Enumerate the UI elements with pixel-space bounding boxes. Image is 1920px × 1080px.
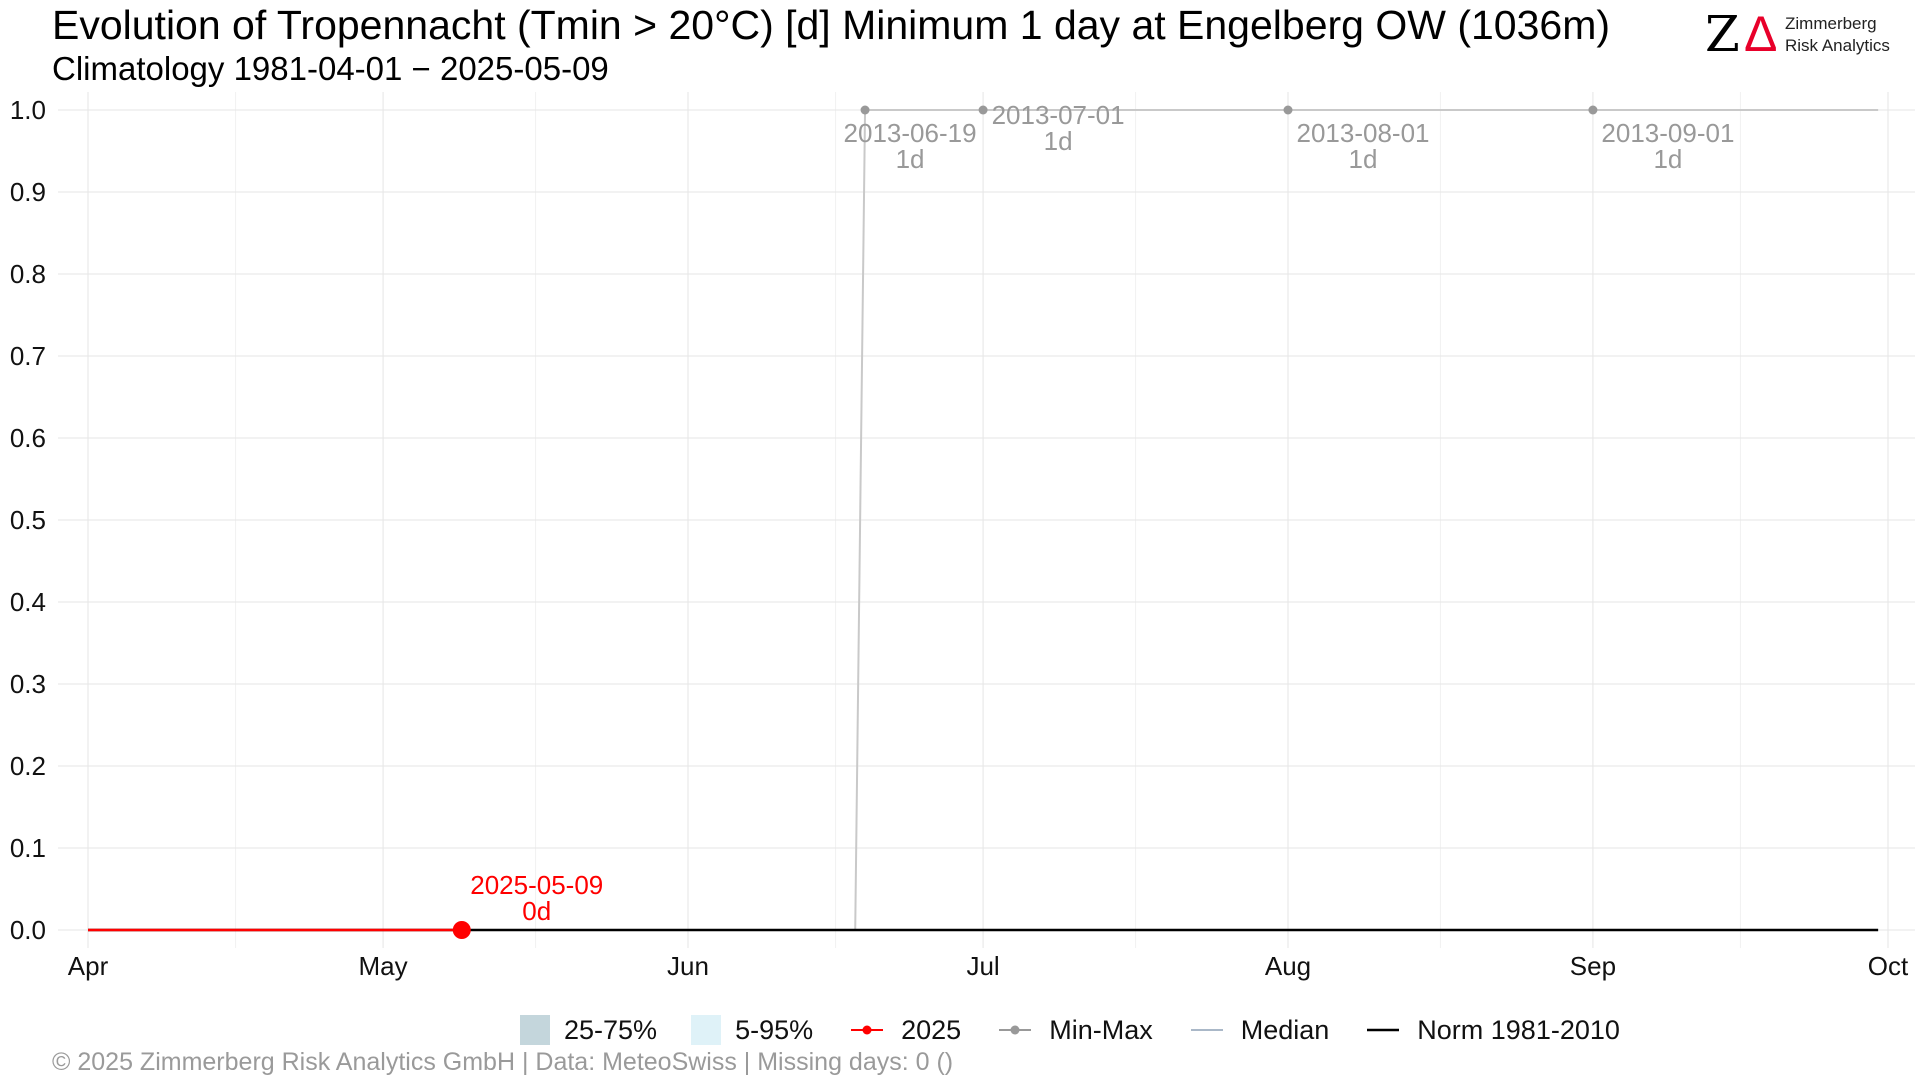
- x-tick-label: Jun: [667, 951, 709, 981]
- minmax-value-label: 1d: [1653, 144, 1682, 174]
- legend-item-median: Median: [1187, 1014, 1330, 1046]
- x-tick-label: Apr: [68, 951, 109, 981]
- y-tick-label: 0.2: [10, 751, 46, 781]
- legend-label-minmax: Min-Max: [1049, 1014, 1153, 1045]
- minmax-date-label: 2013-09-01: [1601, 118, 1734, 148]
- logo-z-mark: Z: [1705, 5, 1740, 63]
- y-tick-label: 0.1: [10, 833, 46, 863]
- legend-key-norm: [1367, 1028, 1400, 1032]
- y-tick-label: 0.7: [10, 341, 46, 371]
- grid-layer: [58, 92, 1915, 948]
- legend-item-iqr: 25-75%: [520, 1015, 657, 1046]
- legend-label-p5-95: 5-95%: [735, 1014, 814, 1045]
- y-tick-label: 0.3: [10, 669, 46, 699]
- y-tick-label: 1.0: [10, 95, 46, 125]
- current-value-label: 0d: [522, 896, 551, 926]
- y-tick-label: 0.9: [10, 177, 46, 207]
- minmax-point: [1588, 105, 1598, 115]
- legend-item-p5-95: 5-95%: [691, 1015, 813, 1046]
- legend-label-current: 2025: [901, 1014, 962, 1045]
- logo-name-line2: Risk Analytics: [1785, 36, 1890, 55]
- x-tick-label: Oct: [1868, 951, 1909, 981]
- current-point: [452, 921, 471, 939]
- footer-credits: © 2025 Zimmerberg Risk Analytics GmbH | …: [52, 1048, 954, 1076]
- minmax-date-label: 2013-06-19: [844, 118, 977, 148]
- minmax-date-label: 2013-08-01: [1297, 118, 1430, 148]
- legend-item-current: 2025: [847, 1015, 961, 1046]
- minmax-value-label: 1d: [896, 144, 925, 174]
- logo-name-line1: Zimmerberg: [1785, 14, 1877, 33]
- minmax-point: [978, 105, 988, 115]
- current-date-label: 2025-05-09: [470, 870, 603, 900]
- legend-key-current: [851, 1025, 884, 1035]
- legend-key-median: [1190, 1029, 1223, 1031]
- legend-key-minmax: [999, 1025, 1032, 1035]
- series-layer: [88, 109, 1879, 932]
- minmax-point: [860, 105, 870, 115]
- chart-title: Evolution of Tropennacht (Tmin > 20°C) […: [52, 2, 1610, 48]
- legend-item-minmax: Min-Max: [995, 1015, 1153, 1046]
- x-axis-ticks: Apr May Jun Jul Aug Sep Oct: [68, 951, 1909, 981]
- y-axis-ticks: 0.0 0.1 0.2 0.3 0.4 0.5 0.6 0.7 0.8 0.9 1.0: [10, 95, 46, 945]
- minmax-point: [1283, 105, 1293, 115]
- y-tick-label: 0.5: [10, 505, 46, 535]
- legend-swatch-p5-95: [691, 1015, 722, 1045]
- legend-label-median: Median: [1240, 1014, 1330, 1045]
- marker-layer: [452, 105, 1598, 939]
- chart-legend: 25-75% 5-95% 2025 Min-Max Median Norm 19…: [520, 1010, 1654, 1050]
- legend-item-norm: Norm 1981-2010: [1363, 1015, 1620, 1046]
- y-tick-label: 0.4: [10, 587, 46, 617]
- company-logo: Z Δ Zimmerberg Risk Analytics: [1705, 8, 1905, 60]
- y-tick-label: 0.0: [10, 915, 46, 945]
- legend-label-iqr: 25-75%: [564, 1014, 658, 1045]
- chart-subtitle: Climatology 1981-04-01 − 2025-05-09: [52, 50, 609, 87]
- y-tick-label: 0.6: [10, 423, 46, 453]
- minmax-value-label: 1d: [1044, 126, 1073, 156]
- x-tick-label: May: [359, 951, 408, 981]
- y-tick-label: 0.8: [10, 259, 46, 289]
- chart-canvas: 0.0 0.1 0.2 0.3 0.4 0.5 0.6 0.7 0.8 0.9 1.0 Apr May…: [10, 92, 1915, 981]
- legend-swatch-iqr: [520, 1015, 550, 1045]
- legend-label-norm: Norm 1981-2010: [1417, 1014, 1620, 1045]
- minmax-value-label: 1d: [1349, 144, 1378, 174]
- x-tick-label: Aug: [1265, 951, 1311, 981]
- x-tick-label: Sep: [1570, 951, 1616, 981]
- minmax-date-label: 2013-07-01: [992, 100, 1125, 130]
- logo-delta-mark: Δ: [1744, 6, 1778, 62]
- x-tick-label: Jul: [966, 951, 999, 981]
